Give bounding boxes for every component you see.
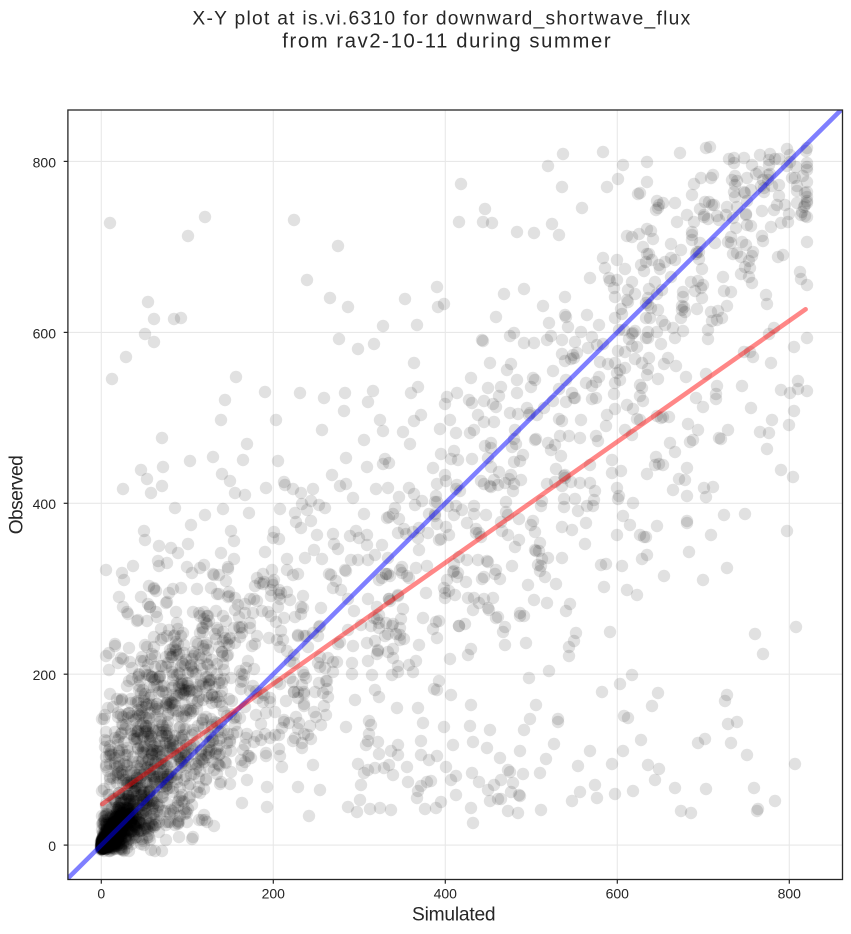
svg-text:200: 200: [33, 667, 57, 683]
svg-text:Observed: Observed: [7, 455, 28, 534]
svg-text:X-Y plot at is.vi.6310 for dow: X-Y plot at is.vi.6310 for downward_shor…: [192, 9, 690, 30]
svg-text:from rav2-10-11 during summer: from rav2-10-11 during summer: [282, 31, 611, 53]
svg-text:0: 0: [48, 838, 56, 854]
svg-text:0: 0: [97, 886, 105, 902]
svg-text:Simulated: Simulated: [412, 904, 496, 925]
svg-text:400: 400: [33, 496, 57, 512]
svg-text:800: 800: [778, 886, 802, 902]
svg-text:600: 600: [33, 325, 57, 341]
svg-text:800: 800: [33, 154, 57, 170]
svg-text:200: 200: [262, 886, 286, 902]
svg-text:600: 600: [606, 886, 630, 902]
svg-text:400: 400: [434, 886, 458, 902]
